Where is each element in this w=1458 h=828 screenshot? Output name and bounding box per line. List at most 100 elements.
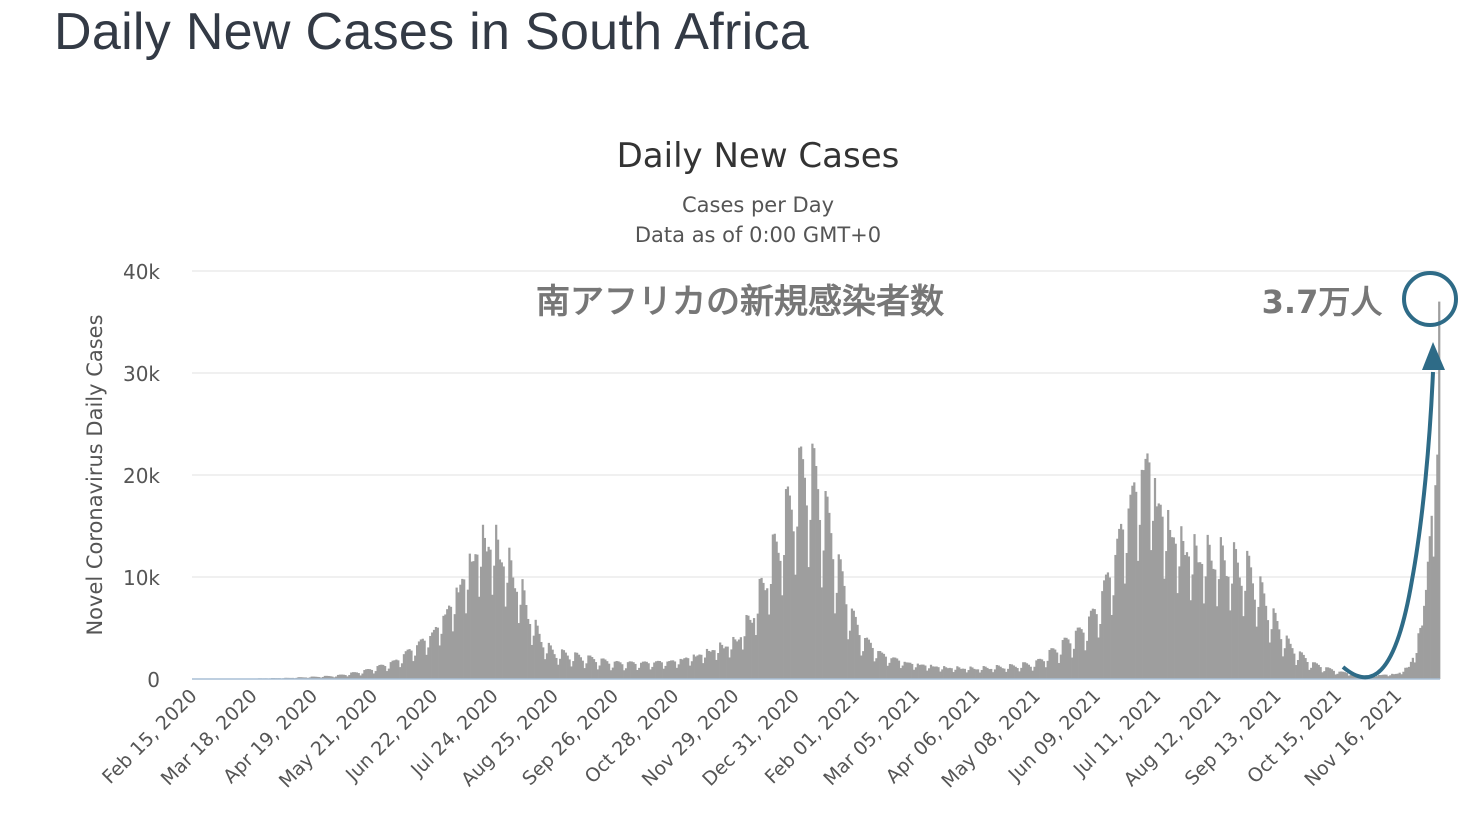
bar [805,505,808,679]
bar [1327,667,1330,679]
bar [557,664,560,679]
bar [436,627,439,679]
bar [928,668,931,679]
bar [617,661,620,679]
bar [768,614,771,679]
peak-label: 3.7万人 [1262,283,1383,321]
bar [510,560,513,679]
bar [459,584,462,679]
bar [973,668,976,679]
bar [1253,599,1256,679]
bar [1200,563,1204,679]
bar [1159,504,1162,679]
bar [523,590,526,679]
bar [1336,673,1339,679]
bar [1406,667,1409,679]
bar [683,658,686,679]
bar [679,658,682,679]
bar [1423,605,1426,679]
bar [1180,526,1183,679]
bar [368,669,372,679]
bar [1306,662,1309,679]
bar [1037,658,1040,679]
bar [1018,671,1021,679]
bar [519,604,522,679]
bar [1387,676,1390,679]
bar [909,662,912,679]
bar [1161,516,1164,679]
bar [466,589,470,679]
bar [480,566,483,679]
bar [1033,666,1036,679]
bar [1419,627,1422,679]
peak-circle-icon [1402,271,1458,327]
bar [1381,674,1384,679]
bar [790,509,793,679]
bar [1007,668,1010,679]
bar [517,623,520,679]
bar [1101,591,1104,679]
bar [1417,633,1420,679]
bar [1170,537,1174,679]
bar [412,661,415,679]
bar [325,675,328,679]
bar [1138,524,1142,679]
bar [1187,556,1190,679]
bar [361,673,364,679]
bar [653,662,656,679]
bar [1120,523,1123,679]
peak-marker [1341,271,1458,680]
bar [854,616,857,679]
bar [606,661,609,679]
bar [397,660,400,679]
bar [363,670,366,679]
bar [1024,662,1027,679]
bar [1003,668,1006,679]
bar [788,495,791,679]
bar [882,653,886,679]
bar [975,669,978,679]
bar [1281,656,1285,679]
bar [1210,560,1213,679]
bar [628,661,631,679]
bar [1191,574,1194,679]
bar [967,670,970,679]
bar [570,666,573,679]
bar [1264,605,1268,679]
bar [1342,671,1345,679]
bar [896,658,899,679]
bar [336,674,340,679]
bar [736,641,739,679]
bar [732,636,735,679]
bar [803,477,806,679]
bar [1131,485,1134,679]
bar [1345,673,1349,679]
bar [1035,660,1038,679]
bar [1040,659,1044,679]
bar [1212,568,1215,679]
bar [1153,478,1157,679]
bar [997,665,1000,679]
bar [1046,660,1049,679]
bar [468,553,471,679]
bar [971,667,974,679]
overlay-title: 南アフリカの新規感染者数 [536,282,944,322]
bar [414,655,417,679]
bar [1078,627,1081,679]
bar [943,666,946,679]
bar [818,519,822,679]
bar [370,669,374,679]
bar [783,555,786,679]
bar [931,666,934,679]
bar [1008,664,1012,679]
bar [907,662,910,679]
bar [350,672,353,679]
bar [1396,673,1399,679]
bar [318,677,321,679]
bar [1249,567,1253,679]
bar [487,546,490,679]
bar [884,656,887,679]
bar [1127,508,1130,679]
bar [346,676,349,679]
bar [513,588,517,679]
